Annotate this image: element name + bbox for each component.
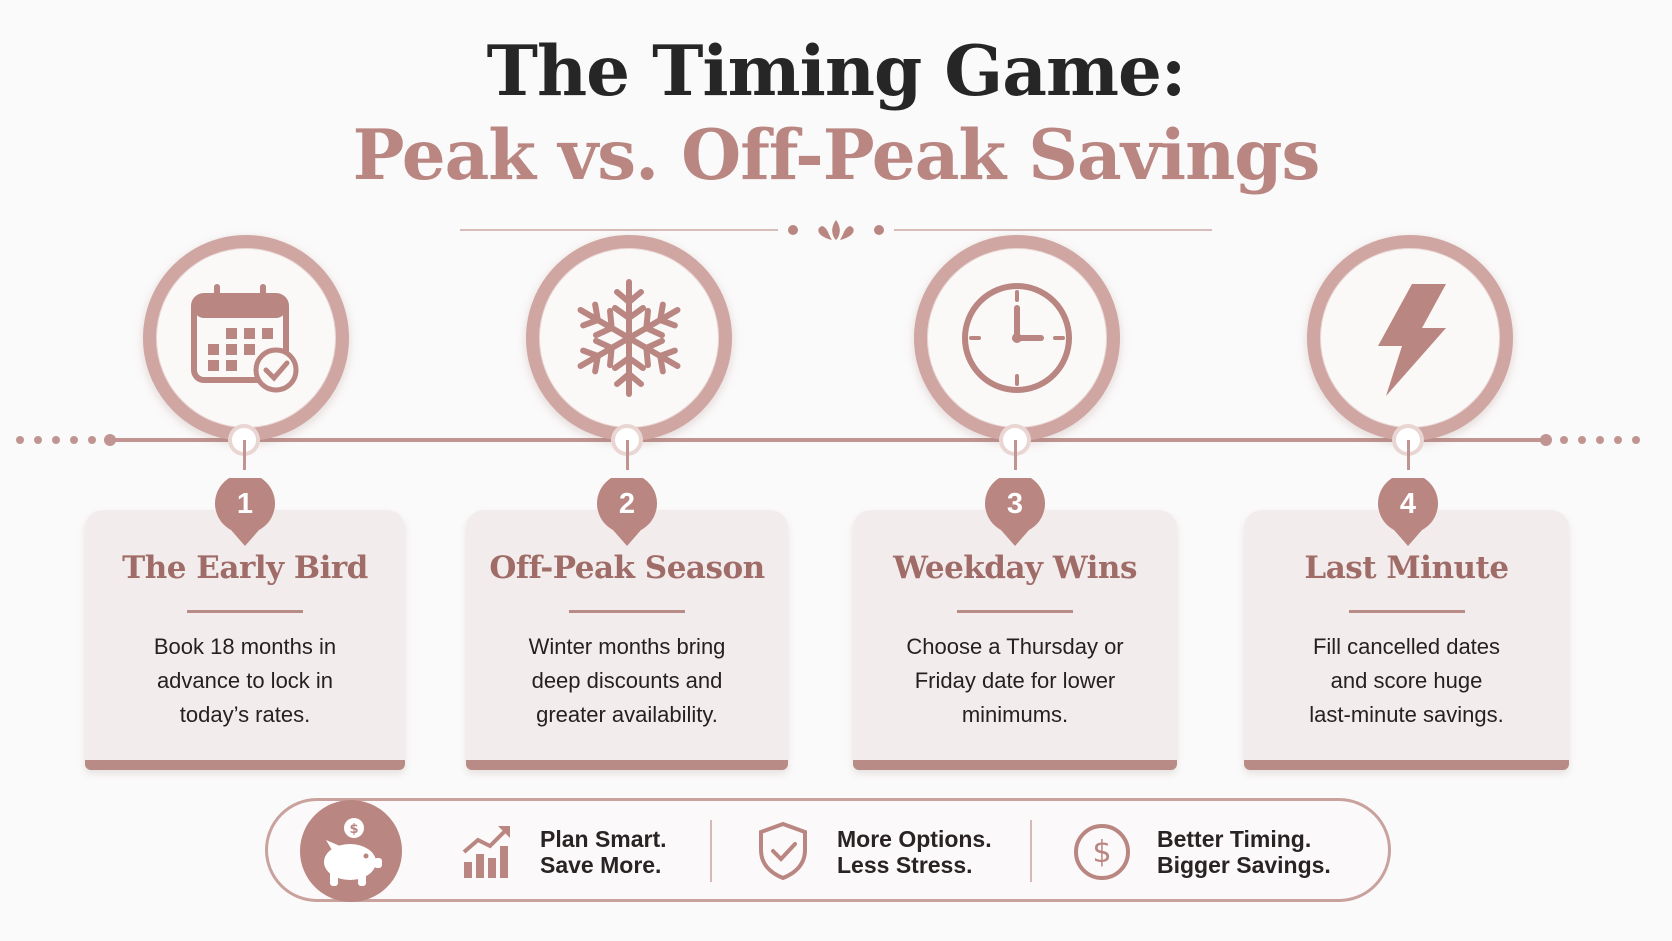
page-title: The Timing Game: <box>486 31 1187 112</box>
lightning-icon <box>1378 284 1446 396</box>
dollar-coin-icon: $ <box>1074 824 1130 880</box>
description-line: last-minute savings. <box>1309 702 1504 727</box>
clock-icon <box>962 283 1072 393</box>
description-line: greater availability. <box>536 702 718 727</box>
growth-chart-icon <box>462 826 510 878</box>
timeline <box>16 434 1640 446</box>
calendar-check-icon <box>191 284 299 393</box>
snowflake-icon <box>577 279 681 397</box>
connector-1 <box>243 440 246 470</box>
step-number: 2 <box>618 488 636 520</box>
step-card-3: Weekday Wins Choose a Thursday or Friday… <box>853 510 1177 770</box>
step-number-badge-1: 1 <box>213 473 277 550</box>
benefits-bar <box>265 798 1391 902</box>
step-4-icon-circle <box>1307 235 1513 441</box>
step-card-4: Last Minute Fill cancelled dates and sco… <box>1244 510 1569 770</box>
description-line: and score huge <box>1330 668 1483 693</box>
step-description: Fill cancelled dates and score huge last… <box>1274 630 1539 732</box>
benefit-text: More Options. Less Stress. <box>837 826 992 878</box>
divider <box>710 820 712 882</box>
description-line: Fill cancelled dates <box>1312 634 1501 659</box>
step-number-badge-4: 4 <box>1376 473 1440 550</box>
shield-check-icon <box>759 821 807 881</box>
description-line: Friday date for lower <box>914 668 1116 693</box>
benefit-more-options: More Options. Less Stress. <box>755 821 1015 881</box>
step-card-1: The Early Bird Book 18 months in advance… <box>85 510 405 770</box>
connector-4 <box>1407 440 1410 470</box>
title-rule <box>187 610 303 613</box>
step-number: 3 <box>1006 488 1024 520</box>
svg-text:$: $ <box>1092 835 1111 870</box>
svg-text:$: $ <box>349 822 358 837</box>
benefit-line: Plan Smart. <box>540 826 667 852</box>
benefit-line: More Options. <box>837 826 992 852</box>
title-rule <box>1348 610 1465 613</box>
description-line: today’s rates. <box>179 702 311 727</box>
benefit-text: Better Timing. Bigger Savings. <box>1157 826 1331 878</box>
step-title: Weekday Wins <box>893 550 1137 586</box>
description-line: advance to lock in <box>156 668 334 693</box>
step-description: Book 18 months in advance to lock in tod… <box>115 630 375 732</box>
benefit-line: Save More. <box>540 852 662 878</box>
step-number: 4 <box>1399 488 1417 520</box>
description-line: Book 18 months in <box>153 634 337 659</box>
step-title: Off-Peak Season <box>489 550 765 586</box>
connector-2 <box>626 440 629 470</box>
page-subtitle: Peak vs. Off-Peak Savings <box>352 115 1321 196</box>
description-line: minimums. <box>961 702 1069 727</box>
description-line: Choose a Thursday or <box>906 634 1124 659</box>
description-line: Winter months bring <box>528 634 726 659</box>
benefit-better-timing: $ Better Timing. Bigger Savings. <box>1072 824 1362 880</box>
divider <box>1030 820 1032 882</box>
step-3-icon-circle <box>914 235 1120 441</box>
step-description: Choose a Thursday or Friday date for low… <box>883 630 1147 732</box>
benefit-line: Less Stress. <box>837 852 973 878</box>
benefit-line: Bigger Savings. <box>1157 852 1331 878</box>
step-number: 1 <box>236 488 254 520</box>
step-1-icon-circle <box>143 235 349 441</box>
step-card-2: Off-Peak Season Winter months bring deep… <box>466 510 788 770</box>
step-number-badge-2: 2 <box>595 473 659 550</box>
step-title: Last Minute <box>1304 550 1509 586</box>
piggy-bank-badge: $ <box>300 800 402 902</box>
ornament-divider <box>460 220 1212 240</box>
step-number-badge-3: 3 <box>983 473 1047 550</box>
step-title: The Early Bird <box>122 550 368 586</box>
benefit-line: Better Timing. <box>1157 826 1312 852</box>
benefit-plan-smart: Plan Smart. Save More. <box>462 824 692 880</box>
description-line: deep discounts and <box>531 668 723 693</box>
piggy-bank-icon: $ <box>324 818 382 886</box>
benefit-text: Plan Smart. Save More. <box>540 826 667 878</box>
step-description: Winter months bring deep discounts and g… <box>496 630 758 732</box>
step-2-icon-circle <box>526 235 732 441</box>
title-rule <box>957 610 1073 613</box>
title-rule <box>569 610 685 613</box>
connector-3 <box>1014 440 1017 470</box>
